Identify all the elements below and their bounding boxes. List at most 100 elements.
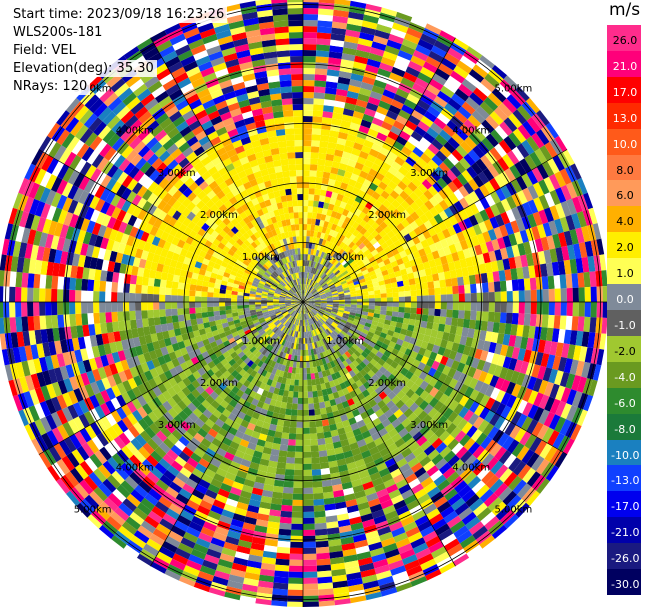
radar-gate	[378, 229, 387, 238]
radar-gate	[274, 564, 290, 572]
radar-gate	[331, 258, 337, 265]
radar-gate	[438, 188, 449, 200]
radar-gate	[287, 396, 293, 404]
radar-gate	[303, 230, 307, 237]
radar-gate	[147, 277, 155, 287]
radar-gate	[351, 116, 363, 126]
radar-gate	[493, 106, 509, 122]
radar-gate	[313, 200, 319, 208]
radar-gate	[400, 268, 408, 276]
radar-gate	[404, 141, 416, 152]
radar-gate	[325, 81, 338, 89]
radar-gate	[403, 261, 412, 269]
radar-gate	[521, 139, 535, 155]
radar-gate	[81, 290, 88, 302]
radar-gate	[410, 17, 428, 28]
radar-gate	[471, 110, 486, 124]
radar-gate	[390, 99, 404, 110]
radar-gate	[225, 293, 232, 299]
radar-gate	[417, 38, 434, 51]
radar-gate	[595, 270, 603, 287]
radar-gate	[508, 132, 522, 147]
radar-gate	[590, 286, 597, 302]
radar-gate	[431, 233, 440, 244]
radar-gate	[135, 275, 143, 286]
radar-gate	[476, 141, 490, 155]
radar-gate	[517, 105, 532, 121]
radar-gate	[303, 86, 315, 93]
radar-gate	[410, 201, 420, 212]
radar-gate	[310, 224, 316, 231]
radar-gate	[553, 315, 561, 329]
radar-gate	[502, 98, 517, 114]
radar-gate	[416, 302, 423, 309]
radar-gate	[272, 491, 283, 499]
radar-gate	[356, 307, 363, 312]
radar-gate	[401, 176, 412, 187]
radar-gate	[303, 122, 313, 129]
radar-gate	[123, 292, 130, 302]
radar-gate	[303, 104, 314, 111]
radar-gate	[93, 302, 100, 313]
radar-gate	[516, 190, 528, 205]
radar-gate	[403, 312, 411, 319]
radar-gate	[207, 311, 215, 317]
radar-gate	[326, 304, 333, 307]
radar-gate	[427, 159, 439, 171]
radar-gate	[303, 224, 308, 231]
radar-gate	[565, 273, 573, 289]
radar-gate	[322, 266, 328, 273]
radar-gate	[339, 201, 347, 209]
radar-gate	[408, 151, 421, 163]
radar-gate	[316, 256, 321, 263]
radar-gate	[338, 307, 345, 311]
radar-gate	[352, 110, 365, 120]
radar-gate	[277, 534, 291, 542]
radar-gate	[285, 408, 292, 416]
radar-gate	[285, 463, 295, 470]
radar-gate	[571, 213, 582, 229]
radar-gate	[405, 266, 414, 274]
radar-gate	[320, 129, 331, 137]
radar-gate	[362, 179, 372, 188]
radar-gate	[308, 260, 312, 267]
radar-gate	[124, 320, 132, 331]
radar-gate	[310, 152, 319, 159]
radar-gate	[361, 206, 370, 215]
radar-gate	[322, 171, 331, 179]
radar-gate	[289, 427, 297, 434]
radar-gate	[289, 547, 303, 554]
radar-gate	[314, 298, 321, 301]
radar-gate	[438, 221, 448, 232]
radar-gate	[213, 302, 220, 307]
radar-gate	[371, 213, 380, 222]
radar-gate	[409, 259, 418, 267]
radar-gate	[310, 280, 314, 286]
radar-gate	[303, 493, 314, 500]
radar-gate	[407, 60, 423, 73]
radar-gate	[274, 473, 285, 481]
radar-gate	[408, 230, 418, 239]
radar-gate	[323, 285, 329, 290]
radar-gate	[303, 349, 306, 356]
radar-gate	[475, 158, 488, 172]
radar-gate	[306, 260, 310, 267]
radar-gate	[431, 154, 443, 167]
radar-gate	[277, 540, 291, 548]
radar-gate	[448, 192, 459, 204]
radar-gate	[459, 258, 468, 269]
radar-gate	[369, 47, 385, 57]
radar-gate	[328, 229, 335, 237]
radar-gate	[458, 293, 465, 302]
radar-gate	[412, 250, 421, 259]
radar-gate	[297, 409, 303, 416]
radar-gate	[442, 124, 456, 137]
radar-gate	[505, 280, 513, 292]
radar-gate	[201, 286, 209, 292]
radar-gate	[418, 223, 428, 233]
radar-gate	[309, 164, 318, 171]
radar-gate	[329, 285, 336, 290]
radar-gate	[309, 433, 318, 440]
radar-gate	[311, 463, 321, 470]
radar-gate	[282, 487, 294, 494]
